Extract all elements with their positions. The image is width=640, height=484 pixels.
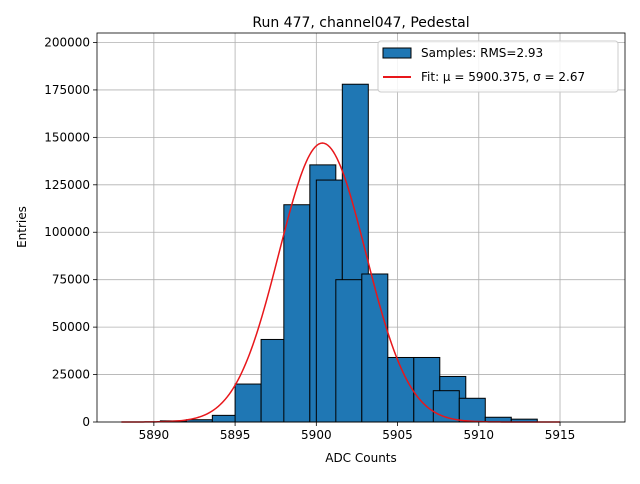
legend-label-fit: Fit: μ = 5900.375, σ = 2.67	[421, 70, 585, 84]
x-tick-label: 5910	[464, 428, 495, 442]
histogram-bar	[458, 397, 486, 423]
y-tick-label: 150000	[44, 130, 90, 144]
y-tick-label: 175000	[44, 83, 90, 97]
plot-frame	[96, 32, 626, 423]
y-axis-label: Entries	[15, 206, 29, 248]
histogram-bar	[361, 273, 389, 423]
histogram-bar	[211, 414, 239, 423]
chart-title: Run 477, channel047, Pedestal	[252, 15, 469, 31]
x-tick-label: 5890	[139, 428, 170, 442]
histogram-bar	[260, 338, 288, 423]
x-tick-label: 5915	[545, 428, 576, 442]
y-tick-label: 50000	[52, 320, 90, 334]
histogram-bar	[335, 279, 363, 423]
x-axis-label: ADC Counts	[325, 451, 397, 465]
legend-box	[377, 40, 619, 93]
legend: Samples: RMS=2.93 Fit: μ = 5900.375, σ =…	[377, 40, 619, 93]
y-tick-label: 75000	[52, 273, 90, 287]
y-tick-label: 200000	[44, 35, 90, 49]
x-tick-label: 5905	[382, 428, 413, 442]
x-tick-label: 5900	[301, 428, 332, 442]
histogram-bar	[283, 204, 311, 423]
y-tick-label: 125000	[44, 178, 90, 192]
y-tick-label: 100000	[44, 225, 90, 239]
y-tick-label: 25000	[52, 368, 90, 382]
x-tick-label: 5895	[220, 428, 251, 442]
y-tick-label: 0	[82, 415, 90, 429]
y-axis-ticks: 0 25000 50000 75000 100000 125000 150000 175000…	[44, 35, 97, 429]
histogram-bar	[234, 383, 262, 423]
legend-label-samples: Samples: RMS=2.93	[421, 46, 543, 60]
x-axis-ticks: 5890 5895 5900 5905 5910 5915	[139, 422, 576, 442]
legend-swatch-samples	[382, 47, 412, 59]
